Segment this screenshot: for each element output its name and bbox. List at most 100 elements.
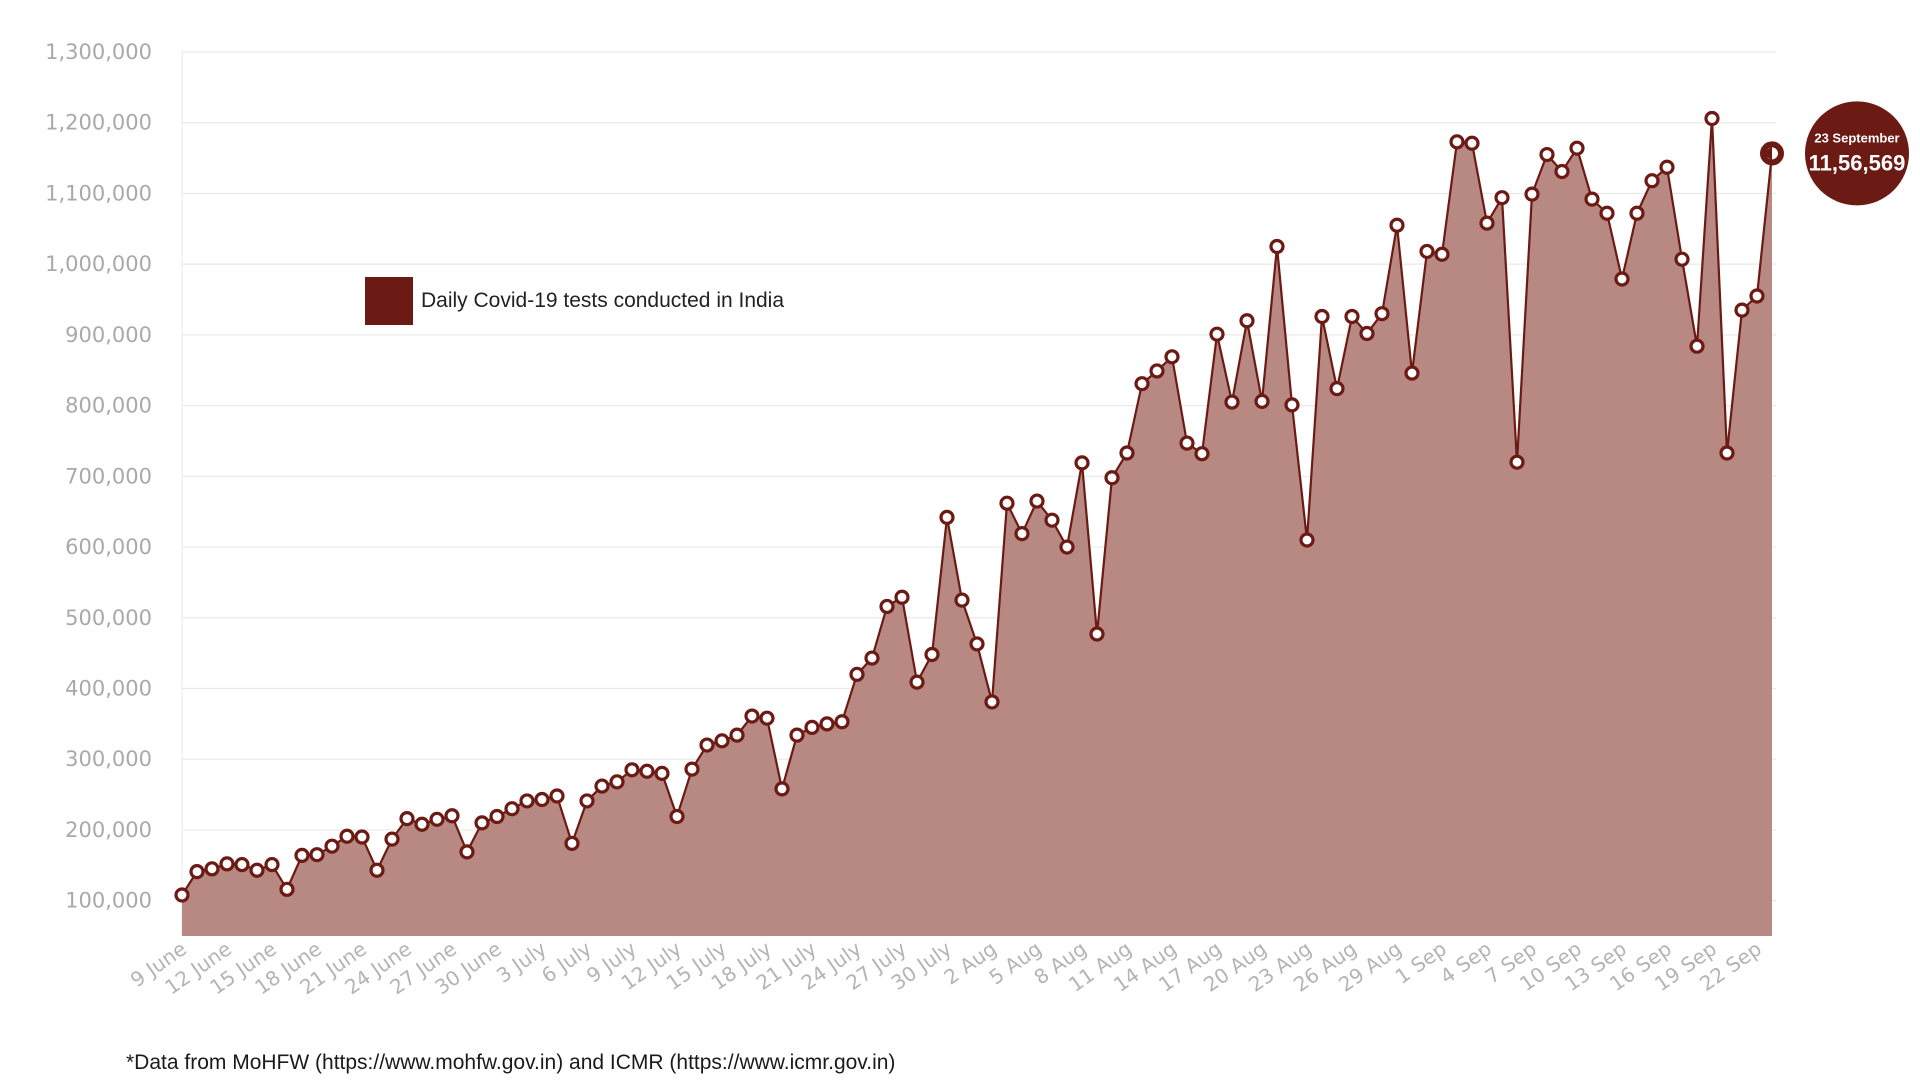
y-tick-label: 600,000 <box>65 535 152 559</box>
data-point <box>264 856 280 873</box>
footnote: *Data from MoHFW (https://www.mohfw.gov.… <box>126 1051 895 1074</box>
data-point <box>429 811 445 827</box>
data-point <box>1359 325 1375 342</box>
data-point <box>1464 135 1480 151</box>
data-point <box>759 710 775 726</box>
y-tick-label: 1,100,000 <box>45 181 152 205</box>
data-point <box>1269 238 1285 255</box>
y-tick-label: 100,000 <box>65 889 152 913</box>
data-point <box>864 650 880 666</box>
data-point <box>399 811 415 827</box>
data-point <box>939 509 955 525</box>
legend: Daily Covid-19 tests conducted in India <box>365 277 784 325</box>
callout-pointer <box>1762 146 1772 161</box>
data-point <box>1659 159 1675 175</box>
y-tick-label: 1,300,000 <box>45 40 152 64</box>
data-point <box>1374 306 1390 322</box>
data-point <box>684 761 700 777</box>
y-tick-label: 900,000 <box>65 323 152 347</box>
y-tick-label: 800,000 <box>65 394 152 418</box>
data-point <box>1329 381 1345 397</box>
data-point <box>924 646 940 663</box>
data-point <box>834 714 850 730</box>
data-point <box>369 862 385 878</box>
data-point <box>1014 526 1030 542</box>
data-point <box>744 708 760 724</box>
y-tick-label: 300,000 <box>65 747 152 771</box>
data-point <box>1224 394 1240 410</box>
data-point <box>1539 146 1555 163</box>
data-point <box>1089 626 1105 642</box>
data-point <box>1044 512 1060 528</box>
data-point <box>564 835 580 851</box>
data-point <box>789 727 805 743</box>
data-point <box>669 808 685 825</box>
data-point <box>909 674 925 690</box>
data-point <box>1434 246 1450 262</box>
gridlines <box>181 51 1776 936</box>
data-point <box>1719 445 1735 461</box>
data-point <box>489 808 505 825</box>
data-point <box>1509 454 1525 470</box>
data-point <box>1749 288 1765 304</box>
data-point <box>1614 271 1630 287</box>
data-point <box>819 716 835 732</box>
data-point <box>1299 532 1315 548</box>
x-tick-label: 4 Sep <box>1436 936 1496 988</box>
y-tick-label: 200,000 <box>65 818 152 842</box>
y-tick-label: 500,000 <box>65 606 152 630</box>
data-point <box>174 887 190 903</box>
data-point <box>1179 435 1195 451</box>
data-point <box>1134 376 1150 392</box>
data-point <box>1389 217 1405 233</box>
data-point <box>1164 349 1180 365</box>
data-point <box>459 844 475 860</box>
data-point <box>1254 393 1270 409</box>
data-point <box>384 831 400 847</box>
data-point <box>1119 445 1135 461</box>
y-tick-label: 1,000,000 <box>45 252 152 276</box>
legend-swatch <box>365 277 413 325</box>
data-point <box>969 636 985 652</box>
data-point <box>1314 308 1330 325</box>
data-points <box>174 110 1784 903</box>
data-point <box>249 862 265 878</box>
data-point <box>519 793 535 809</box>
data-point <box>474 815 490 831</box>
data-point <box>234 856 250 873</box>
data-point <box>639 763 655 779</box>
data-point <box>189 864 205 880</box>
data-point <box>1524 186 1540 202</box>
data-point <box>1494 190 1510 206</box>
y-tick-label: 1,200,000 <box>45 111 152 135</box>
data-point <box>1689 338 1705 354</box>
data-point <box>999 495 1015 511</box>
data-point <box>1284 397 1300 413</box>
data-point <box>204 861 220 877</box>
data-point <box>774 781 790 797</box>
data-point <box>714 733 730 749</box>
data-point <box>1449 134 1465 150</box>
data-point <box>504 801 520 817</box>
data-point <box>1209 326 1225 342</box>
data-point <box>1644 173 1660 189</box>
data-point <box>1704 110 1720 127</box>
data-point <box>1599 205 1615 221</box>
data-point <box>294 847 310 863</box>
data-point <box>1479 215 1495 231</box>
data-point <box>534 791 550 808</box>
data-point <box>1674 251 1690 267</box>
data-point <box>1584 191 1600 207</box>
data-point <box>279 881 295 897</box>
data-point <box>654 765 670 781</box>
data-point <box>699 737 715 753</box>
callout-value: 11,56,569 <box>1809 150 1906 175</box>
data-point <box>1734 302 1750 318</box>
x-tick-label: 6 July <box>537 936 596 987</box>
legend-label: Daily Covid-19 tests conducted in India <box>421 289 784 312</box>
x-tick-label: 3 July <box>492 936 551 987</box>
series-area <box>182 118 1772 937</box>
data-point <box>609 774 625 790</box>
